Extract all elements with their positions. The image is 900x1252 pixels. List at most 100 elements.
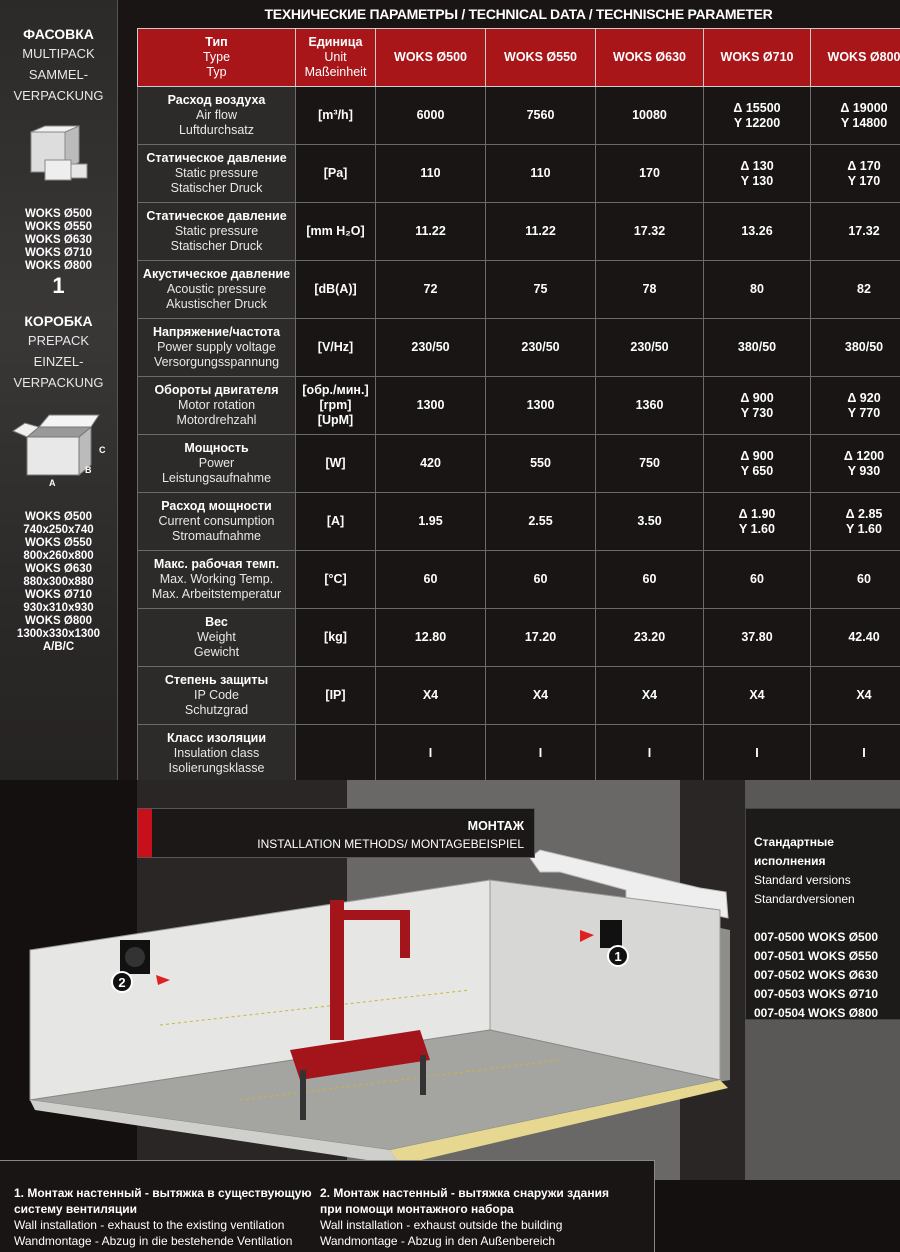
caption-1: 1. Монтаж настенный - вытяжка в существу… [14,1186,312,1248]
header-model: WOKS Ø630 [595,28,704,87]
parameter-name-en: Weight [197,630,236,644]
value-cell: X4 [375,666,486,725]
unit-cell: [V/Hz] [295,318,376,377]
table-row: Вес Weight Gewicht [kg] 12.80 17.20 23.20 37.80… [137,608,900,667]
parameter-name-de: Motordrehzahl [176,413,257,427]
unit-cell: [Pa] [295,144,376,203]
header-unit: Единица Unit Maßeinheit [295,28,376,87]
value-cell: 60 [485,550,596,609]
value-cell: 7560 [485,86,596,145]
parameter-name-en: Insulation class [173,746,260,760]
value-cell: 550 [485,434,596,493]
parameter-name-de: Leistungsaufnahme [161,471,272,485]
value-cell: 17.32 [810,202,900,261]
parameter-name-en: Acoustic pressure [166,282,267,296]
standard-title-en: Standard versions [754,873,851,887]
parameter-name-ru: Вес [205,615,228,629]
prepack-size: 1300x330x1300 [16,628,101,640]
value-cell: Δ 900 Y 650 [703,434,811,493]
parameter-name-en: Max. Working Temp. [159,572,274,586]
value-cell: 380/50 [703,318,811,377]
standard-version-item: 007-0500 WOKS Ø500 [754,930,879,944]
parameter-name-ru: Обороты двигателя [154,383,279,397]
parameter-name-de: Versorgungsspannung [153,355,280,369]
header-model: WOKS Ø500 [375,28,486,87]
parameter-name-de: Luftdurchsatz [178,123,255,137]
multipack-model: WOKS Ø500 [24,208,93,220]
value-cell: 230/50 [485,318,596,377]
value-cell: Δ 130 Y 130 [703,144,811,203]
standard-versions-box: Стандартные исполнения Standard versions… [745,808,900,1020]
table-row: Мощность Power Leistungsaufnahme [W] 420 550 7… [137,434,900,493]
value-cell: 17.32 [595,202,704,261]
parameter-name-de: Akustischer Druck [166,297,267,311]
value-cell: 72 [375,260,486,319]
parameter-name-en: IP Code [194,688,239,702]
value-cell: Δ 19000 Y 14800 [810,86,900,145]
prepack-size: WOKS Ø500 [24,511,93,523]
value-cell: 380/50 [810,318,900,377]
value-cell: X4 [810,666,900,725]
table-row: Класс изоляции Insulation class Isolierung… [137,724,900,783]
parameter-cell: Вес Weight Gewicht [137,608,296,667]
unit-cell: [IP] [295,666,376,725]
prepack-de2: VERPACKUNG [13,375,104,390]
parameter-name-en: Power supply voltage [157,340,276,354]
parameter-cell: Макс. рабочая темп. Max. Working Temp. Max… [137,550,296,609]
value-cell: 1300 [485,376,596,435]
unit-cell: [A] [295,492,376,551]
standard-title-de: Standardversionen [754,892,855,906]
parameter-name-de: Statischer Druck [170,239,263,253]
multipack-boxes-icon [30,125,87,181]
table-row: Статическое давление Static pressure Stati… [137,144,900,203]
parameter-name-de: Statischer Druck [170,181,263,195]
table-header-row: Тип Type Typ Единица Unit Maßeinheit WOKS Ø5… [137,28,900,87]
parameter-name-ru: Степень защиты [164,673,269,687]
value-cell: X4 [485,666,596,725]
standard-version-item: 007-0504 WOKS Ø800 [754,1006,879,1020]
unit-cell: [mm H₂O] [295,202,376,261]
standard-title-ru: Стандартные исполнения [754,835,834,868]
standard-version-item: 007-0501 WOKS Ø550 [754,949,879,963]
value-cell: 82 [810,260,900,319]
prepack-size: WOKS Ø800 [24,615,93,627]
prepack-title: КОРОБКА [24,313,93,329]
table-title: ТЕХНИЧЕСКИЕ ПАРАМЕТРЫ / TECHNICAL DATA /… [264,6,773,22]
parameter-name-ru: Класс изоляции [166,731,267,745]
prepack-en: PREPACK [27,333,90,348]
value-cell: I [703,724,811,783]
marker-2-icon: 2 [111,971,133,993]
parameter-name-ru: Расход воздуха [167,93,266,107]
value-cell: I [375,724,486,783]
installation-subtitle: INSTALLATION METHODS/ MONTAGEBEISPIEL [257,837,524,851]
value-cell: 110 [375,144,486,203]
parameter-name-en: Current consumption [158,514,275,528]
marker-1-icon: 1 [607,945,629,967]
standard-version-item: 007-0503 WOKS Ø710 [754,987,879,1001]
parameter-name-en: Power [198,456,235,470]
value-cell: 12.80 [375,608,486,667]
value-cell: Δ 900 Y 730 [703,376,811,435]
value-cell: 750 [595,434,704,493]
value-cell: 6000 [375,86,486,145]
value-cell: 420 [375,434,486,493]
multipack-qty: 1 [52,273,65,298]
multipack-model: WOKS Ø710 [24,247,93,259]
prepack-size: 800x260x800 [23,550,94,562]
prepack-de1: EINZEL- [33,354,84,369]
parameter-cell: Акустическое давление Acoustic pressure Ak… [137,260,296,319]
table-row: Степень защиты IP Code Schutzgrad [IP] X4 X4 X… [137,666,900,725]
svg-text:2: 2 [118,975,125,990]
table-row: Расход воздуха Air flow Luftdurchsatz [m³/h… [137,86,900,145]
value-cell: I [595,724,704,783]
parameter-name-de: Gewicht [193,645,240,659]
value-cell: 78 [595,260,704,319]
parameter-cell: Расход мощности Current consumption Stroma… [137,492,296,551]
parameter-name-ru: Акустическое давление [142,267,291,281]
value-cell: Δ 170 Y 170 [810,144,900,203]
parameter-name-en: Air flow [196,108,237,122]
parameter-cell: Класс изоляции Insulation class Isolierung… [137,724,296,783]
value-cell: 1300 [375,376,486,435]
unit-cell: [°C] [295,550,376,609]
value-cell: 1.95 [375,492,486,551]
